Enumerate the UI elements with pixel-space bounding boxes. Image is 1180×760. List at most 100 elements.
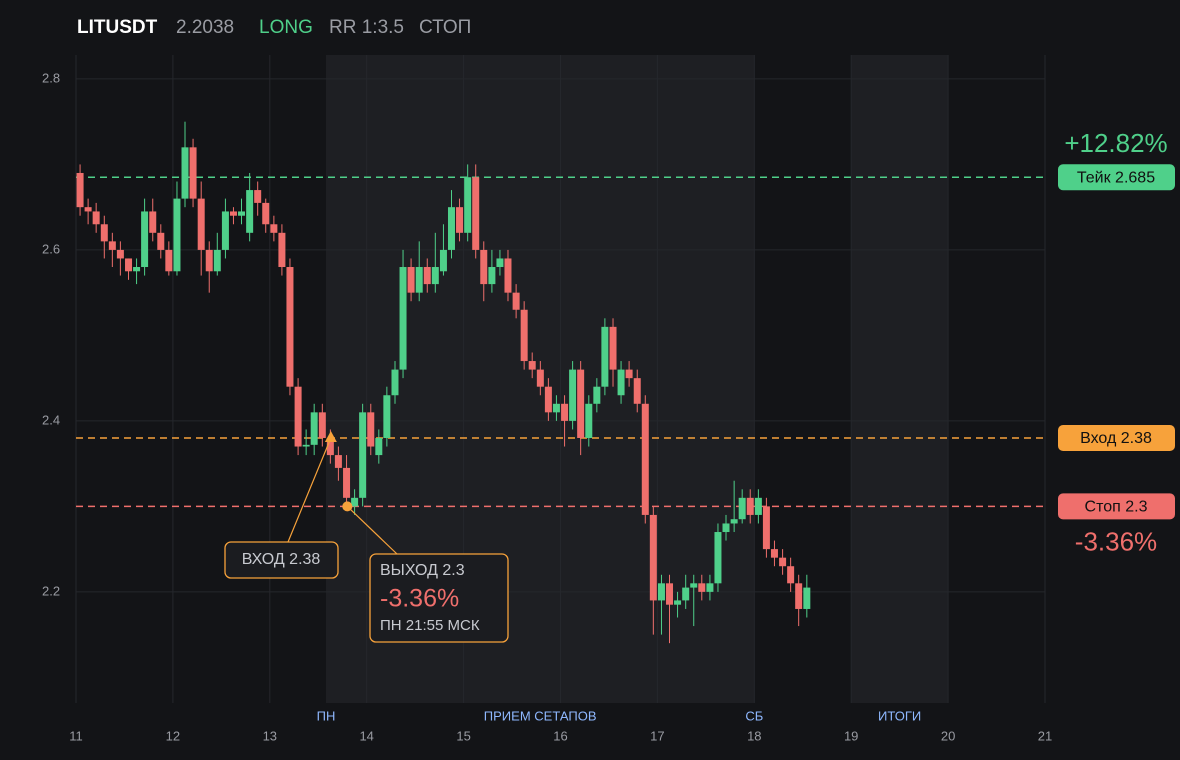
candle-body (133, 267, 141, 272)
candle-body (795, 583, 803, 609)
x-tick-label: 11 (69, 728, 83, 743)
candle-body (657, 583, 665, 601)
candle-body (690, 583, 698, 588)
candle-body (343, 467, 351, 498)
candle-body (294, 386, 302, 447)
candle-body (674, 600, 682, 605)
candle-body (92, 211, 100, 225)
candle-body (787, 566, 795, 584)
risk-reward: RR 1:3.5 (329, 17, 404, 38)
candle-body (100, 224, 108, 242)
candle-body (456, 207, 464, 233)
candle-body (754, 497, 762, 515)
candle-body (213, 249, 221, 272)
candle-body (649, 514, 657, 601)
candle-body (431, 267, 439, 285)
candle-body (108, 241, 116, 250)
candle-body (536, 369, 544, 387)
candle-body (76, 172, 84, 208)
candle-body (585, 403, 593, 438)
candle-body (706, 583, 714, 592)
x-tick-label: 12 (166, 728, 180, 743)
candle-body (415, 267, 423, 293)
candle-body (391, 369, 399, 396)
y-tick-label: 2.4 (42, 412, 60, 427)
candle-body (488, 267, 496, 285)
symbol: LITUSDT (77, 17, 158, 38)
day-marker: СБ (745, 708, 763, 723)
candle-body (544, 386, 552, 413)
candle-body (359, 412, 367, 498)
candle-body (496, 258, 504, 268)
candle-body (310, 412, 318, 445)
exit-time: ПН 21:55 МСК (380, 617, 480, 634)
candle-body (116, 249, 124, 259)
x-tick-label: 14 (359, 728, 373, 743)
candle-body (561, 403, 569, 421)
x-tick-label: 19 (844, 728, 858, 743)
candle-body (399, 267, 407, 370)
candle-body (326, 437, 334, 456)
candle-body (262, 202, 270, 225)
x-tick-label: 13 (263, 728, 277, 743)
candle-body (270, 224, 278, 233)
entry-marker (324, 430, 337, 442)
candle-body (197, 198, 205, 250)
candle-body (528, 361, 536, 370)
candle-body (173, 198, 181, 272)
exit-box (369, 553, 509, 643)
candle-body (383, 395, 391, 438)
candle-body (205, 249, 213, 272)
candle-body (714, 532, 722, 584)
level-badge (1058, 424, 1175, 451)
candle-body (762, 506, 770, 550)
candle-body (278, 232, 286, 268)
level-label: Тейк 2.685 (1077, 169, 1155, 186)
candle-body (181, 147, 189, 199)
candle-body (238, 211, 246, 216)
candle-body (367, 412, 375, 447)
x-tick-label: 20 (941, 728, 955, 743)
candle-body (246, 190, 254, 233)
candle-body (746, 497, 754, 515)
candle-body (512, 292, 520, 310)
day-marker: ПН (317, 708, 336, 723)
exit-label: ВЫХОД 2.3 (380, 562, 465, 579)
candle-body (569, 369, 577, 421)
candle-body (601, 326, 609, 387)
session-label: ИТОГИ (878, 708, 921, 723)
candle-body (770, 549, 778, 558)
entry-box (224, 541, 339, 579)
candle-body (472, 177, 480, 250)
candle-body (254, 190, 262, 203)
candle-body (593, 386, 601, 404)
candle-body (351, 497, 359, 507)
status: СТОП (419, 17, 471, 38)
level-badge (1058, 164, 1175, 191)
level-label: Стоп 2.3 (1085, 499, 1148, 516)
level-label: Вход 2.38 (1080, 430, 1152, 447)
candle-body (552, 403, 560, 413)
candle-body (682, 587, 690, 601)
candle-body (504, 258, 512, 293)
candle-body (141, 211, 149, 268)
candle-body (375, 437, 383, 456)
candle-body (666, 583, 674, 605)
x-tick-label: 21 (1038, 728, 1052, 743)
candle-body (229, 211, 237, 216)
candle-body (318, 412, 326, 438)
candle-body (334, 455, 342, 468)
candle-body (189, 147, 197, 199)
candle-body (302, 444, 310, 447)
candle-body (617, 369, 625, 396)
candle-body (157, 232, 165, 250)
candle-body (738, 497, 746, 520)
candle-body (125, 258, 133, 272)
x-tick-label: 18 (747, 728, 761, 743)
candle-body (221, 211, 229, 250)
level-change: -3.36% (1075, 526, 1157, 556)
candle-body (439, 249, 447, 272)
x-tick-label: 16 (553, 728, 567, 743)
side: LONG (259, 17, 313, 38)
